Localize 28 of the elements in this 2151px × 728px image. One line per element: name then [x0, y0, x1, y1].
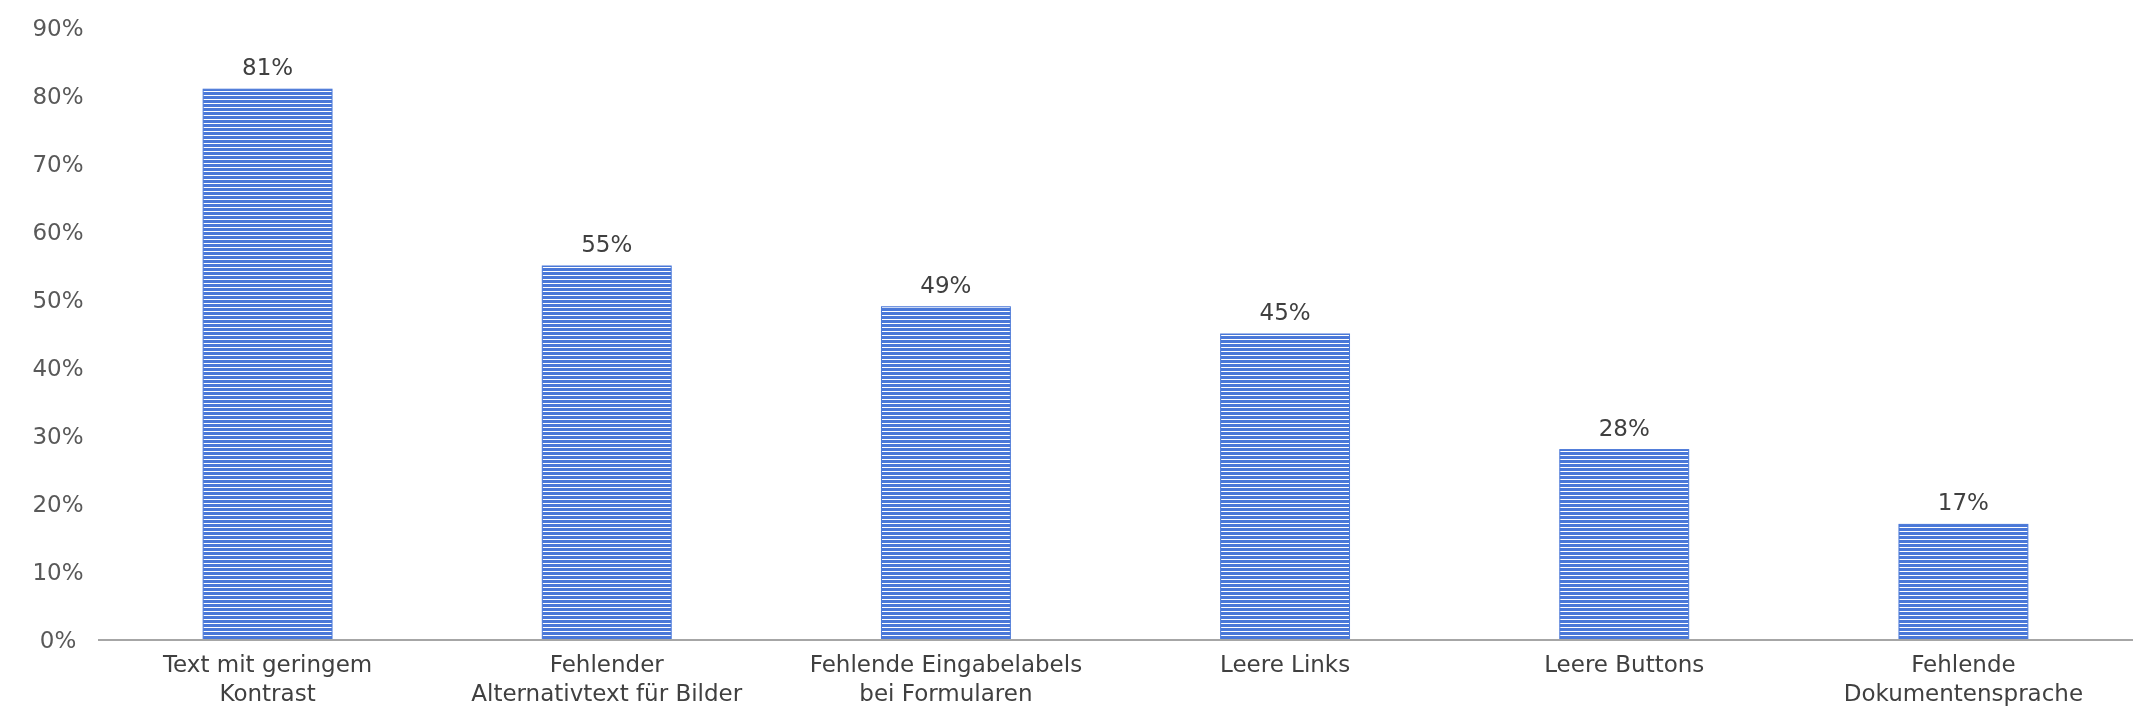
y-tick-label: 30%: [32, 423, 84, 450]
bar: [202, 88, 333, 641]
data-label: 17%: [1937, 489, 1989, 516]
bar: [541, 265, 672, 641]
y-tick-label: 90%: [32, 15, 84, 42]
y-tick-label: 50%: [32, 287, 84, 314]
x-tick-label: Leere Links: [1219, 651, 1351, 677]
data-label: 81%: [242, 54, 294, 81]
bar: [1559, 449, 1690, 641]
x-tick-label: Text mit geringem Kontrast: [161, 651, 373, 706]
data-label: 45%: [1259, 299, 1311, 325]
y-tick-label: 70%: [32, 151, 84, 178]
data-label: 49%: [920, 271, 972, 298]
x-tick-label: Fehlender Alternativtext für Bilder: [471, 651, 743, 706]
y-tick-label: 80%: [32, 83, 84, 110]
x-tick-label: Fehlende Eingabelabels bei Formularen: [809, 651, 1083, 706]
y-tick-label: 20%: [32, 491, 84, 518]
y-tick-label: 0%: [39, 627, 77, 654]
bar: [1898, 523, 2029, 641]
x-tick-label: Fehlende Dokumentensprache: [1843, 651, 2084, 706]
data-label: 55%: [581, 231, 633, 257]
data-label: 28%: [1598, 414, 1650, 441]
y-tick-label: 40%: [32, 355, 84, 382]
y-tick-label: 60%: [32, 219, 84, 246]
bar: [880, 306, 1011, 641]
x-tick-label: Leere Buttons: [1544, 651, 1705, 677]
bar: [1220, 333, 1351, 641]
y-tick-label: 10%: [32, 559, 84, 586]
